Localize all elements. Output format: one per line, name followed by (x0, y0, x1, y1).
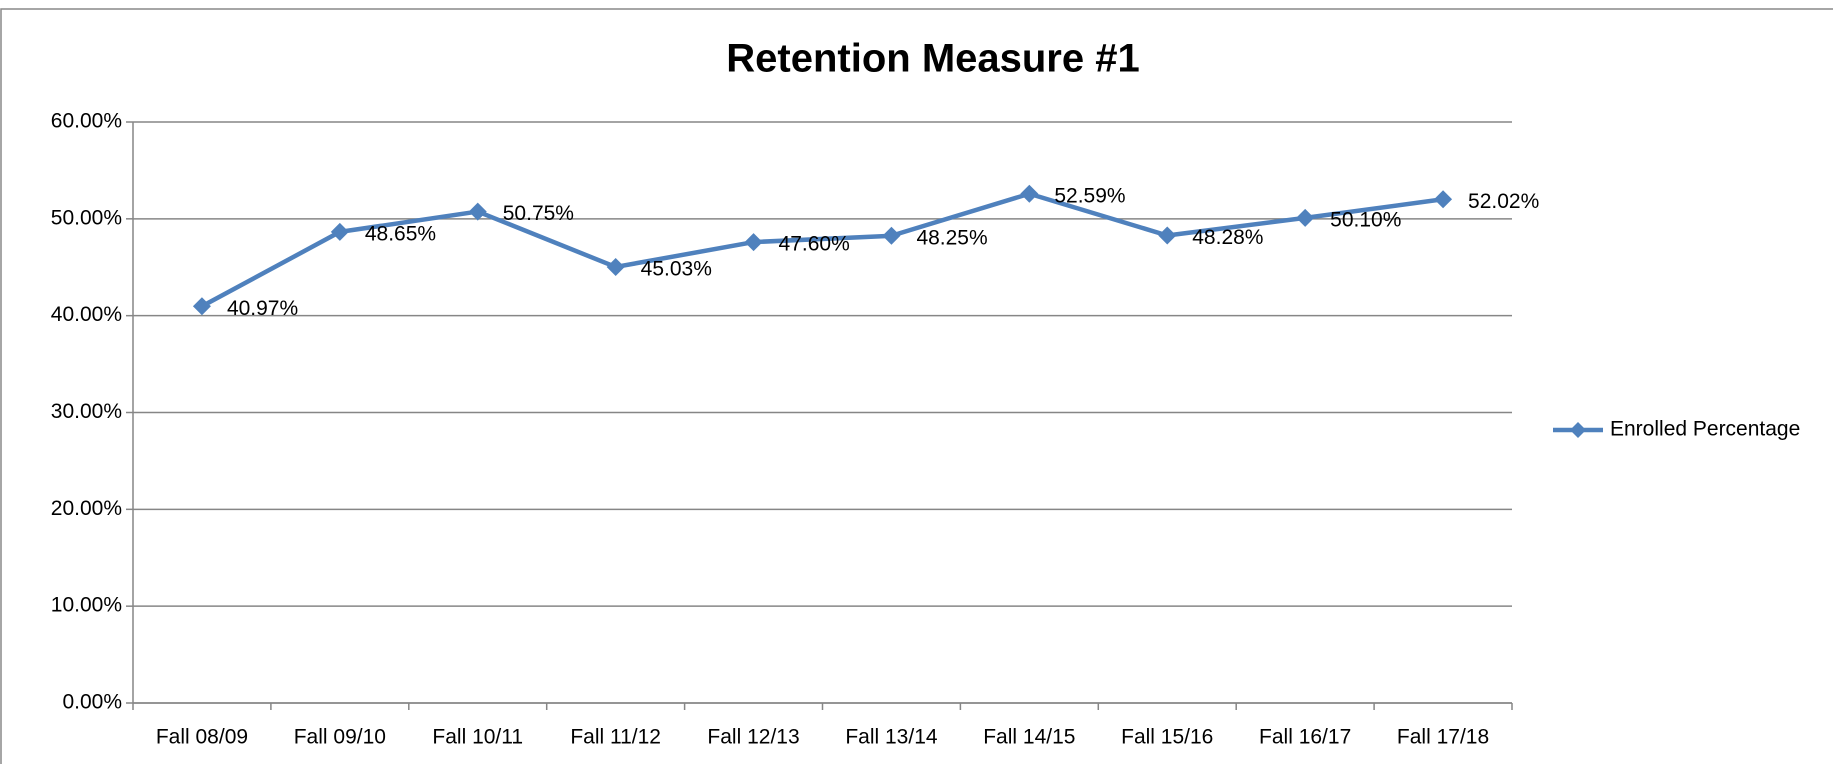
chart-title: Retention Measure #1 (726, 37, 1139, 81)
y-tick-label: 40.00% (51, 303, 122, 326)
x-tick-label: Fall 10/11 (432, 726, 523, 749)
y-tick-label: 50.00% (51, 206, 122, 229)
data-label: 47.60% (779, 233, 850, 256)
data-label: 48.25% (916, 226, 987, 249)
data-label: 45.03% (641, 258, 712, 281)
x-tick-label: Fall 12/13 (707, 726, 799, 749)
x-tick-label: Fall 09/10 (294, 726, 386, 749)
data-point (330, 222, 349, 241)
x-tick-label: Fall 16/17 (1259, 726, 1351, 749)
data-label: 50.75% (503, 202, 574, 225)
y-tick-label: 30.00% (51, 400, 122, 423)
y-tick-label: 20.00% (51, 497, 122, 520)
data-point (1434, 190, 1453, 209)
data-point (1020, 184, 1039, 203)
y-tick-label: 10.00% (51, 594, 122, 617)
x-tick-label: Fall 15/16 (1121, 726, 1213, 749)
x-tick-label: Fall 13/14 (845, 726, 938, 749)
data-label: 40.97% (227, 297, 298, 320)
data-point (606, 257, 625, 276)
y-tick-label: 0.00% (62, 691, 122, 714)
data-label: 52.02% (1468, 190, 1539, 213)
data-label: 48.65% (365, 222, 436, 245)
data-point (192, 297, 211, 316)
data-point (1296, 208, 1315, 227)
x-tick-label: Fall 11/12 (570, 726, 661, 749)
legend-label: Enrolled Percentage (1610, 418, 1800, 441)
data-label: 48.28% (1192, 226, 1263, 249)
x-tick-label: Fall 14/15 (983, 726, 1075, 749)
data-point (744, 233, 763, 252)
x-tick-label: Fall 08/09 (156, 726, 248, 749)
x-tick-label: Fall 17/18 (1397, 726, 1489, 749)
data-point (468, 202, 487, 221)
data-label: 52.59% (1054, 184, 1125, 207)
data-point (882, 226, 901, 245)
series-line (200, 191, 1444, 309)
legend-marker (1570, 422, 1586, 438)
chart-frame (0, 8, 1833, 764)
data-label: 50.10% (1330, 208, 1401, 231)
data-point (1158, 226, 1177, 245)
y-tick-label: 60.00% (51, 110, 122, 133)
